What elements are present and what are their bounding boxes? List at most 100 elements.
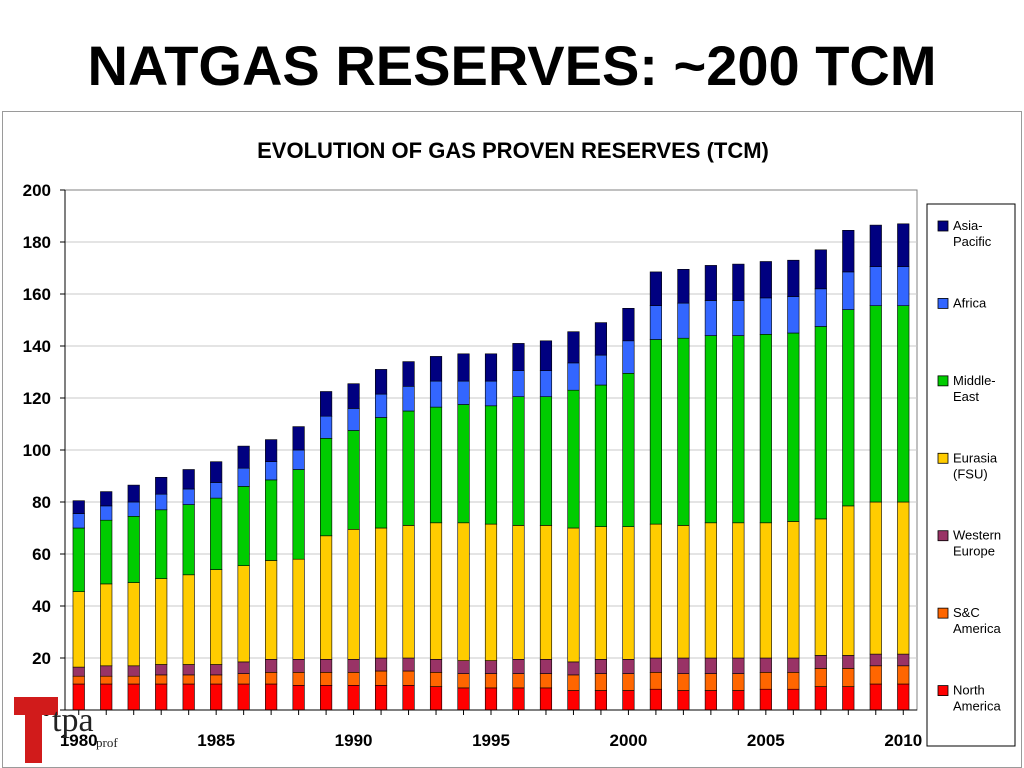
bar-segment [869,266,882,306]
bar-segment [539,370,553,398]
bar-segment [155,674,168,685]
bar-segment [567,331,580,364]
bar-segment [787,657,800,673]
bar-segment [842,686,855,711]
bar-segment [814,518,827,656]
bar-segment [347,671,360,686]
bar-segment [704,335,717,524]
bar-segment [320,535,333,660]
bar-segment [567,674,580,691]
x-tick-label: 2010 [884,731,922,750]
bar-segment [182,683,195,711]
bar-segment [732,657,745,674]
bar-segment [210,683,223,711]
bar-segment [732,690,745,711]
bar-segment [237,445,250,469]
bar-segment [155,476,168,495]
bar-segment [539,673,553,689]
bar-segment [72,675,85,685]
legend-swatch [937,220,949,232]
bar-segment [347,658,360,673]
bar-segment [759,522,772,659]
bar-segment [182,469,195,490]
bar-segment [72,500,85,515]
bar-segment [787,688,800,711]
bar-segment [842,655,855,669]
bar-segment [649,305,662,340]
bar-segment [512,658,525,674]
bar-segment [594,384,607,527]
bar-segment [732,263,745,301]
bar-segment [759,261,772,299]
bar-segment [512,525,525,660]
bar-segment [127,675,140,685]
bar-segment [210,482,223,499]
bar-segment [457,660,470,674]
bar-segment [429,658,443,673]
bar-segment [347,684,360,711]
chart-title: EVOLUTION OF GAS PROVEN RESERVES (TCM) [257,138,769,163]
legend-label: S&C America [953,605,1001,636]
bar-segment [622,372,635,527]
bar-segment [237,467,250,487]
bar-segment [594,690,607,711]
bar-segment [869,305,882,503]
bar-segment [869,665,882,685]
bar-segment [539,340,553,372]
bar-segment [265,671,278,685]
legend-swatch [937,530,949,542]
bar-segment [292,684,305,711]
bar-segment [237,683,250,711]
bar-segment [210,569,223,665]
legend-label: Eurasia (FSU) [953,450,998,481]
bar-segment [869,501,882,655]
bar-segment [100,665,113,677]
bar-segment [100,519,113,585]
y-tick-label: 100 [23,441,51,460]
logo-subtext: prof [96,735,118,750]
bar-segment [374,527,388,659]
bar-segment [814,655,827,669]
bar-segment [677,657,690,674]
bar-segment [759,657,772,673]
bar-segment [265,683,278,711]
x-tick-label: 2000 [610,731,648,750]
bar-segment [72,513,85,529]
x-tick-label: 1985 [197,731,235,750]
bar-segment [704,690,717,711]
bar-segment [182,674,195,685]
bar-segment [182,664,195,676]
bar-segment [677,690,690,711]
bar-segment [374,369,388,395]
bar-segment [347,430,360,530]
legend-swatch [937,685,949,696]
bar-segment [677,302,690,339]
bar-segment [210,664,223,676]
bar-segment [402,525,415,659]
bar-segment [512,396,525,526]
bar-segment [320,684,333,711]
bar-segment [594,658,607,674]
bar-segment [100,583,113,667]
bar-segment [457,687,470,711]
bar-segment [72,591,85,668]
bar-segment [374,393,388,418]
bar-segment [814,326,827,520]
x-tick-label: 1990 [335,731,373,750]
legend-label: Middle-East [953,373,996,404]
bar-segment [155,664,168,676]
bar-segment [484,687,498,711]
bar-segment [539,658,553,674]
bar-segment [347,383,360,409]
bar-segment [402,385,415,412]
bar-segment [787,521,800,659]
y-tick-label: 20 [32,649,51,668]
bar-segment [265,439,278,463]
bar-segment [292,426,305,451]
bar-segment [374,670,388,686]
bar-segment [594,354,607,386]
bar-segment [787,296,800,334]
bar-segment [429,380,443,408]
bar-segment [155,509,168,579]
bar-segment [127,484,140,503]
